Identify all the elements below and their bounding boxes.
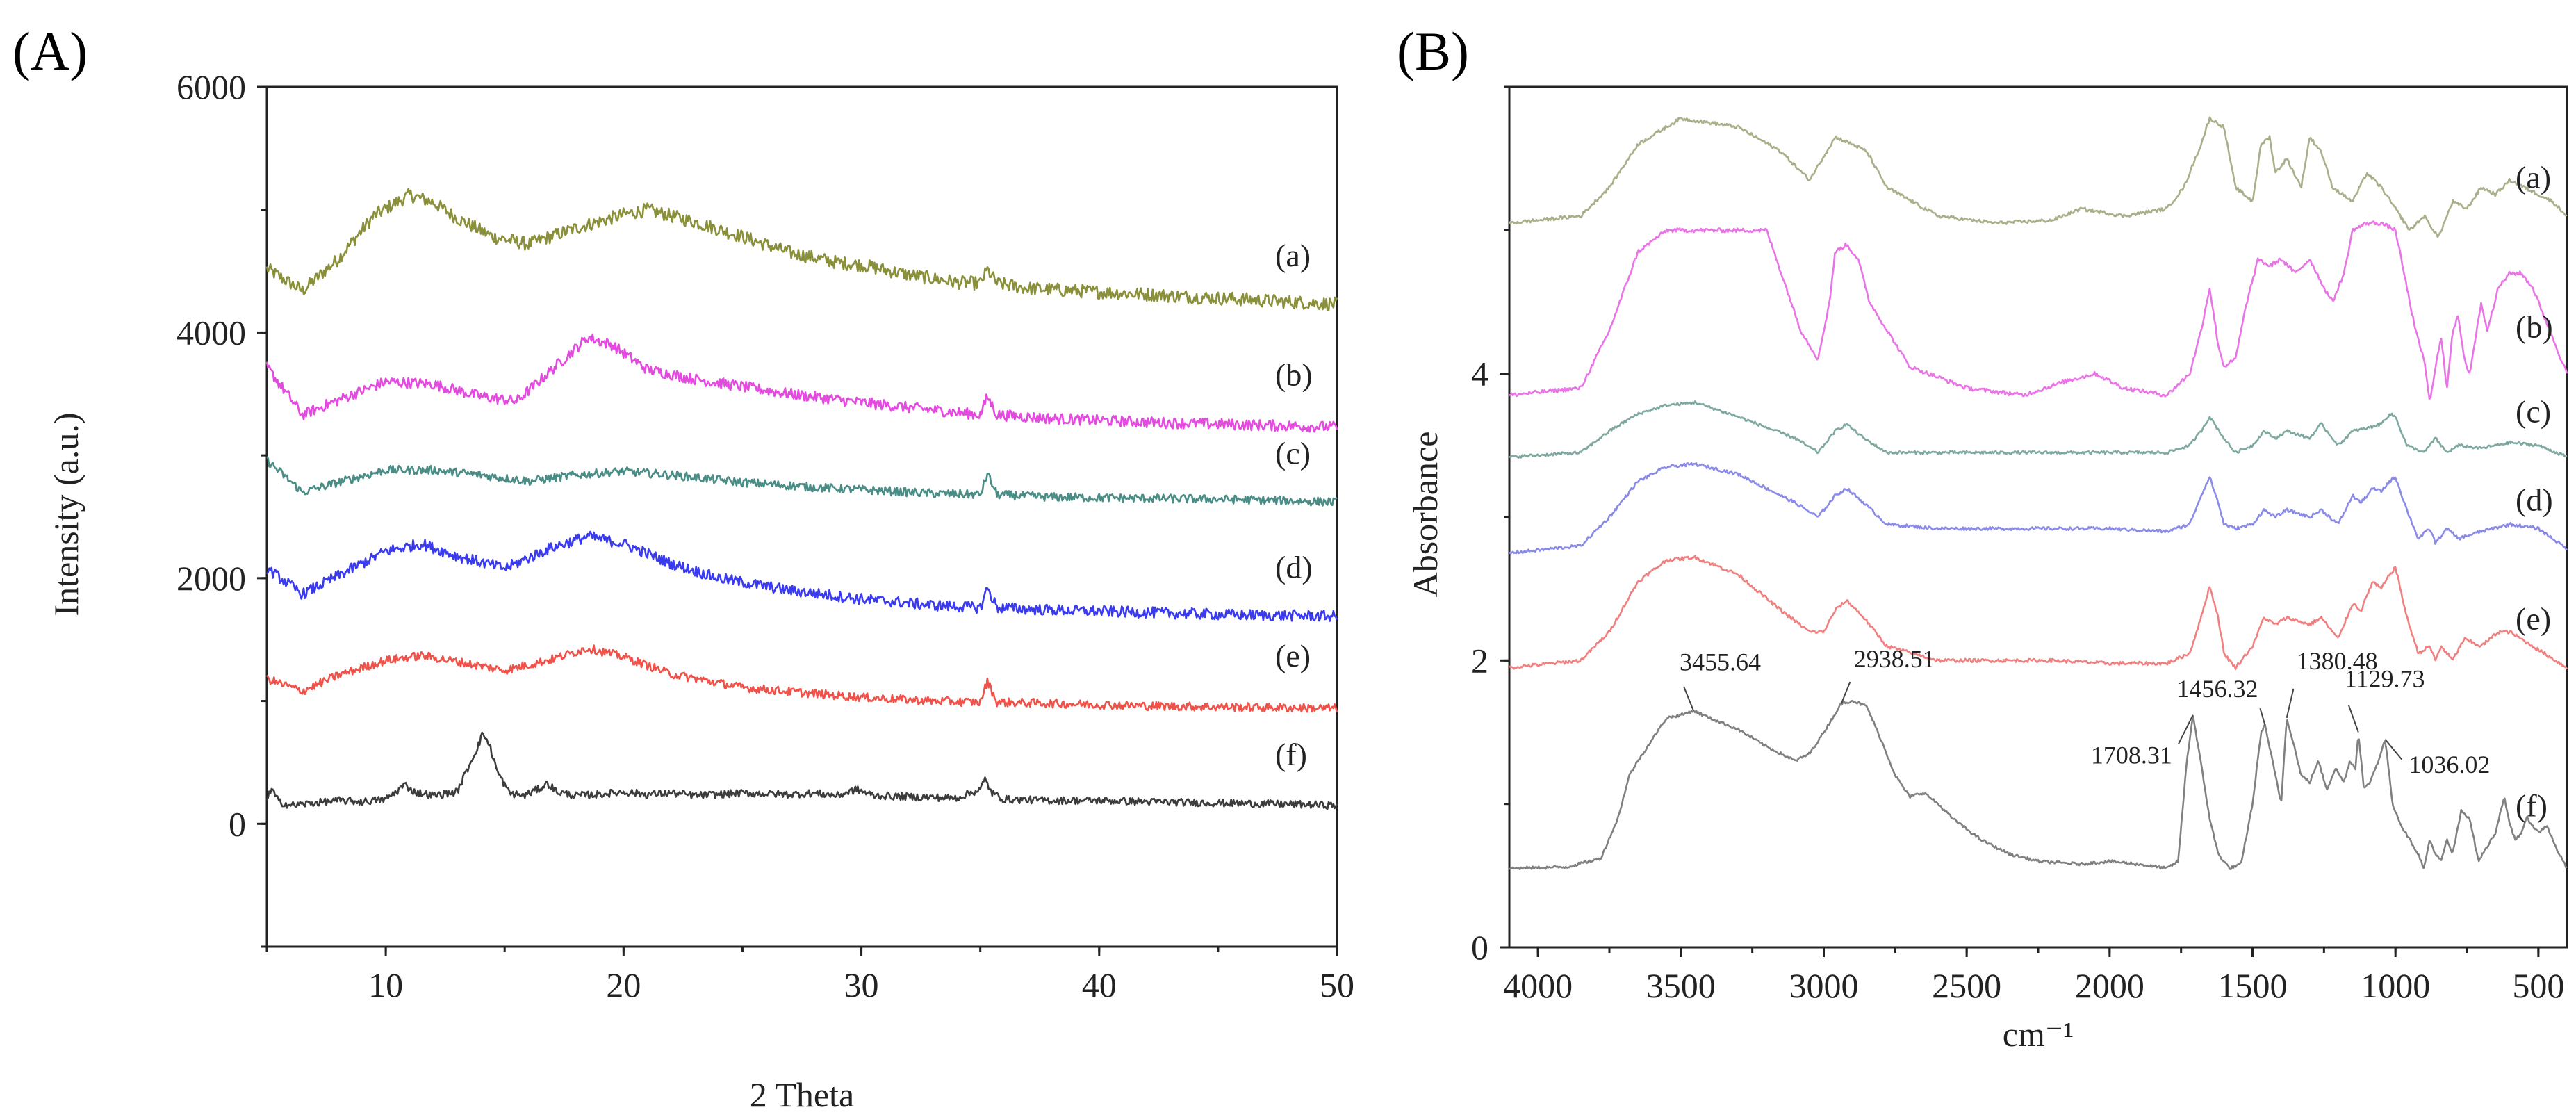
panel-a: (A) 0 2000 4000 6000 10 20 30 40 50 (a) (b) (c) (d… — [13, 21, 1354, 1114]
x-tick-label: 3000 — [1789, 966, 1858, 1005]
series-label: (f) — [2516, 788, 2548, 824]
panel-b-label: (B) — [1397, 21, 1469, 81]
x-tick-label: 10 — [368, 965, 403, 1004]
series-b-f — [1509, 699, 2568, 871]
peak-leader-line — [2286, 688, 2295, 719]
series-b-a — [1508, 116, 2568, 238]
panel-b-x-axis-title: cm⁻¹ — [2003, 1015, 2074, 1054]
peak-label: 1036.02 — [2409, 751, 2490, 778]
peak-leader-line — [2259, 708, 2266, 726]
panel-b-peak-annotations: 3455.64 2938.51 1708.31 1456.32 1380.481129.… — [1680, 645, 2490, 778]
y-tick-label: 6000 — [177, 67, 246, 106]
series-label: (e) — [1275, 638, 1311, 673]
panel-a-plot-area — [265, 85, 1338, 948]
peak-label: 1129.73 — [2345, 665, 2425, 693]
panel-a-y-axis-title: Intensity (a.u.) — [47, 413, 85, 616]
panel-a-label: (A) — [13, 21, 88, 81]
series-a-d — [265, 530, 1338, 622]
peak-leader-line — [2177, 714, 2194, 745]
series-label: (b) — [1275, 357, 1313, 392]
series-label: (e) — [2516, 601, 2551, 637]
series-b-d — [1509, 462, 2568, 555]
peak-leader-line — [2384, 739, 2402, 760]
x-tick-label: 30 — [844, 965, 879, 1004]
y-tick-label: 2 — [1471, 641, 1488, 680]
series-b-e — [1509, 555, 2568, 671]
peak-label: 2938.51 — [1854, 645, 1935, 673]
series-label: (c) — [2516, 393, 2551, 429]
panel-a-x-axis: 10 20 30 40 50 — [265, 947, 1354, 1004]
panel-b: (B) 024 4000 3500 3000 2500 2000 1500 1000 500 … — [1397, 21, 2568, 1054]
panel-b-series-group: (a) (b) (c) (d) (e) (f) — [1508, 116, 2568, 871]
series-label: (b) — [2516, 309, 2553, 345]
series-b-c — [1509, 400, 2568, 459]
series-label: (a) — [2516, 160, 2551, 195]
peak-leader-line — [1840, 681, 1851, 704]
series-a-a — [265, 188, 1338, 311]
x-tick-label: 50 — [1320, 965, 1354, 1004]
panel-a-y-axis: 0 2000 4000 6000 — [177, 67, 267, 948]
x-tick-label: 2500 — [1932, 966, 2001, 1005]
series-a-b — [265, 333, 1338, 433]
series-label: (f) — [1275, 737, 1307, 772]
panel-a-series-group: (a) (b) (c) (d) (e) (f) — [265, 188, 1338, 810]
peak-label: 1456.32 — [2176, 675, 2258, 703]
series-b-b — [1509, 220, 2568, 400]
peak-label: 1380.48 — [2297, 647, 2378, 675]
peak-label: 3455.64 — [1680, 648, 1761, 676]
panel-b-x-axis: 4000 3500 3000 2500 2000 1500 1000 500 — [1503, 947, 2564, 1005]
series-a-e — [265, 644, 1338, 713]
x-tick-label: 4000 — [1503, 966, 1573, 1005]
peak-label: 1708.31 — [2091, 742, 2172, 769]
peak-leader-line — [1683, 686, 1694, 711]
y-tick-label: 4000 — [177, 313, 246, 352]
x-tick-label: 2000 — [2075, 966, 2144, 1005]
x-tick-label: 3500 — [1646, 966, 1716, 1005]
peak-leader-line — [2347, 705, 2359, 733]
panel-b-plot-area — [1508, 85, 2568, 949]
y-tick-label: 0 — [229, 804, 246, 843]
x-tick-label: 20 — [606, 965, 641, 1004]
x-tick-label: 500 — [2512, 966, 2564, 1005]
series-a-f — [265, 731, 1338, 810]
series-label: (d) — [2516, 482, 2553, 517]
series-label: (c) — [1275, 435, 1311, 471]
panel-b-y-axis: 0 2 4 — [1471, 85, 1509, 967]
panel-a-x-axis-title: 2 Theta — [750, 1075, 854, 1114]
x-tick-label: 1500 — [2218, 966, 2288, 1005]
y-tick-label: 4 — [1471, 354, 1488, 393]
y-tick-label: 0 — [1471, 928, 1488, 967]
series-label: (d) — [1275, 550, 1313, 585]
series-a-c — [265, 456, 1338, 507]
y-tick-label: 2000 — [177, 559, 246, 598]
x-tick-label: 1000 — [2361, 966, 2430, 1005]
x-tick-label: 40 — [1082, 965, 1117, 1004]
panel-b-y-axis-title: Absorbance — [1406, 432, 1445, 598]
series-label: (a) — [1275, 238, 1311, 273]
